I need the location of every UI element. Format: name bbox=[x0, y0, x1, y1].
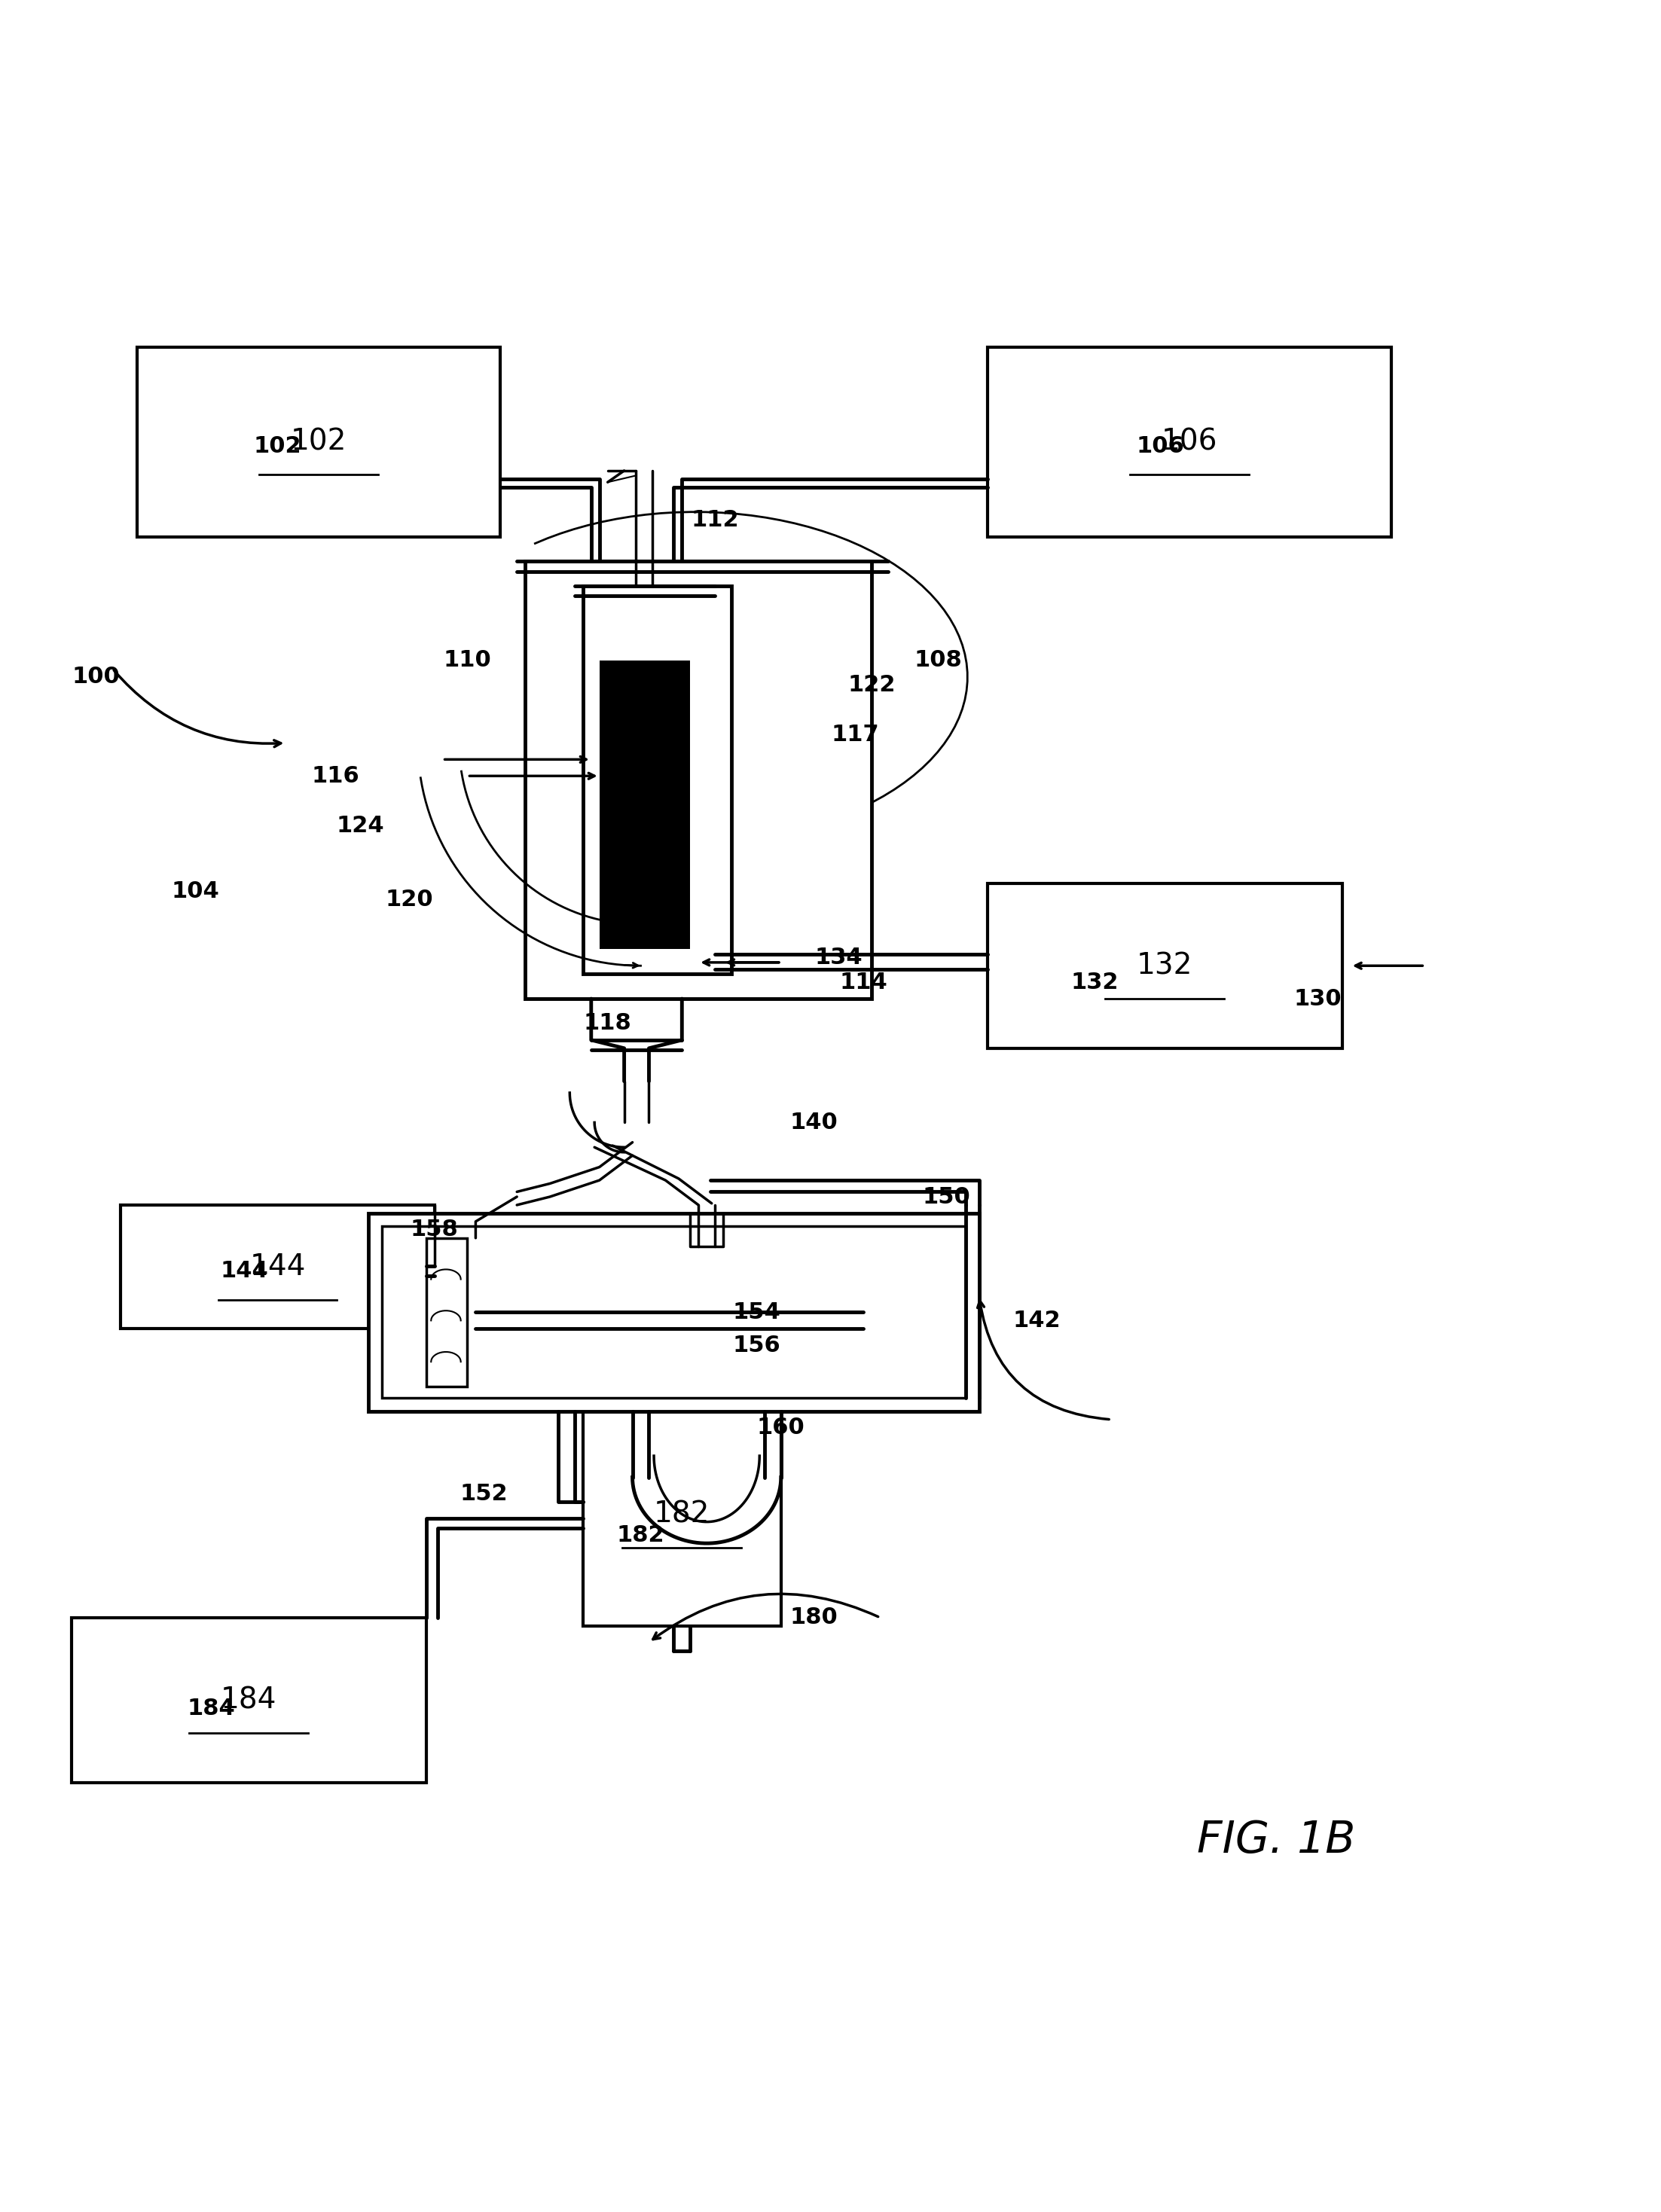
Text: 180: 180 bbox=[791, 1606, 839, 1628]
Text: 120: 120 bbox=[385, 889, 434, 911]
Text: 108: 108 bbox=[914, 650, 962, 672]
Text: 156: 156 bbox=[733, 1334, 781, 1356]
Bar bbox=[382, 1225, 965, 1398]
Text: 102: 102 bbox=[291, 427, 347, 456]
Text: 122: 122 bbox=[847, 675, 895, 697]
Text: 118: 118 bbox=[583, 1013, 631, 1035]
Text: 124: 124 bbox=[336, 814, 384, 836]
Text: 184: 184 bbox=[188, 1697, 236, 1719]
Bar bbox=[583, 586, 731, 973]
Text: 144: 144 bbox=[221, 1261, 269, 1283]
Text: 114: 114 bbox=[839, 971, 887, 993]
Text: 110: 110 bbox=[443, 650, 492, 672]
Text: 106: 106 bbox=[1136, 436, 1184, 458]
Text: 140: 140 bbox=[791, 1113, 839, 1133]
Bar bbox=[987, 883, 1342, 1048]
Text: 132: 132 bbox=[1071, 971, 1118, 993]
Text: 132: 132 bbox=[1136, 951, 1193, 980]
Bar bbox=[600, 661, 691, 949]
Text: 144: 144 bbox=[249, 1252, 306, 1281]
Text: 104: 104 bbox=[171, 880, 219, 902]
Text: 102: 102 bbox=[254, 436, 302, 458]
Text: 130: 130 bbox=[1294, 989, 1342, 1009]
Bar bbox=[525, 562, 872, 1000]
Text: 158: 158 bbox=[410, 1219, 458, 1241]
Bar bbox=[583, 1402, 781, 1626]
Text: 106: 106 bbox=[1161, 427, 1218, 456]
Text: 184: 184 bbox=[221, 1686, 277, 1714]
Bar bbox=[121, 1206, 435, 1329]
Text: 116: 116 bbox=[311, 765, 359, 787]
Text: 150: 150 bbox=[922, 1186, 970, 1208]
Text: 154: 154 bbox=[733, 1301, 781, 1323]
Bar bbox=[138, 347, 500, 538]
Text: 112: 112 bbox=[691, 509, 739, 531]
Bar bbox=[71, 1617, 427, 1783]
Bar bbox=[987, 347, 1392, 538]
Text: 100: 100 bbox=[71, 666, 120, 688]
Text: 134: 134 bbox=[816, 947, 862, 969]
Text: FIG. 1B: FIG. 1B bbox=[1198, 1818, 1355, 1863]
Text: 142: 142 bbox=[1013, 1310, 1061, 1332]
Text: 117: 117 bbox=[831, 723, 879, 745]
Text: 152: 152 bbox=[460, 1482, 508, 1504]
Text: 160: 160 bbox=[757, 1418, 806, 1438]
Text: 182: 182 bbox=[654, 1500, 709, 1528]
Bar bbox=[427, 1239, 467, 1387]
Bar bbox=[369, 1212, 978, 1411]
Text: 182: 182 bbox=[616, 1524, 664, 1546]
